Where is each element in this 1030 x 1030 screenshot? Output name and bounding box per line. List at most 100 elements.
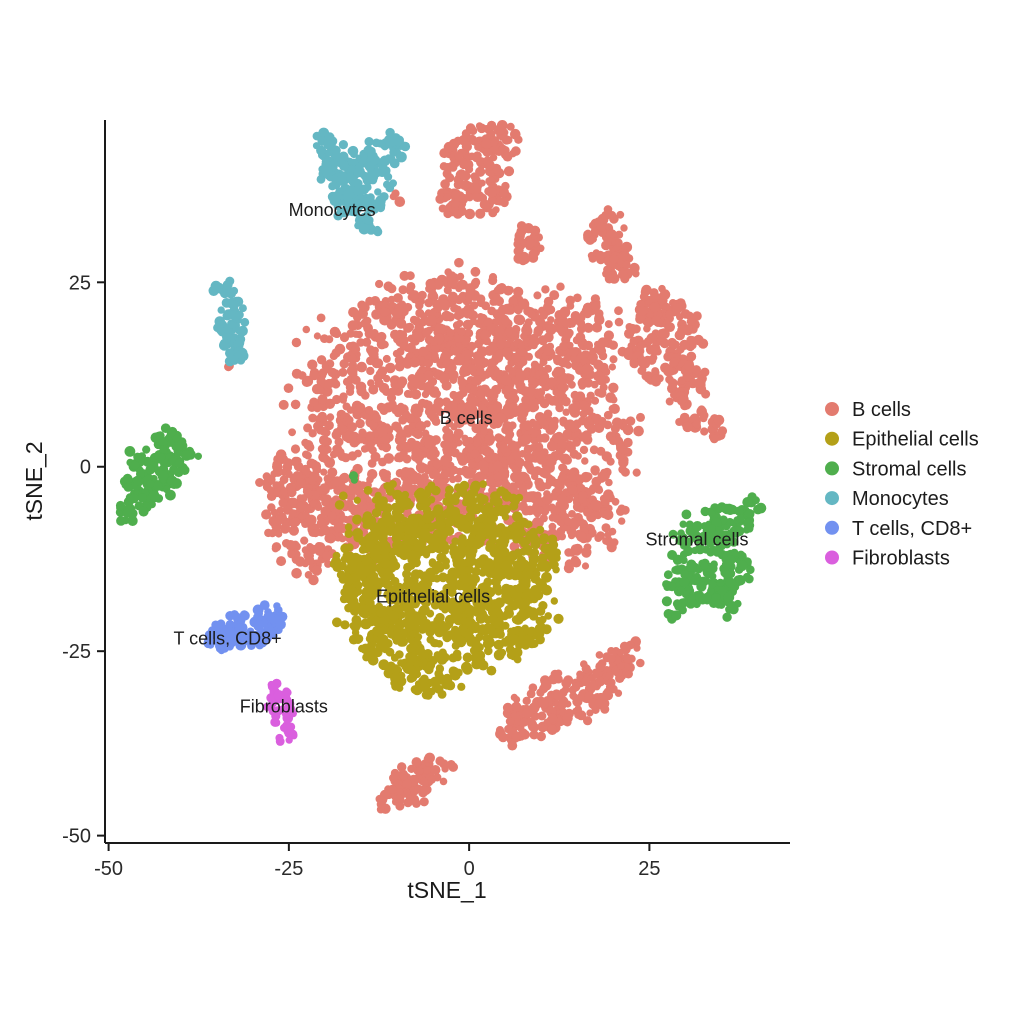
data-point — [552, 566, 560, 574]
data-point — [123, 483, 133, 492]
data-point — [383, 374, 391, 383]
data-point — [721, 503, 732, 515]
data-point — [417, 593, 426, 603]
data-point — [706, 537, 715, 547]
data-point — [457, 327, 467, 336]
data-point — [623, 654, 633, 664]
data-point — [381, 434, 390, 444]
data-point — [618, 517, 626, 525]
data-point — [450, 448, 460, 458]
data-point — [337, 174, 347, 184]
data-point — [583, 378, 593, 388]
data-point — [374, 378, 384, 388]
data-point — [725, 555, 736, 566]
data-point — [307, 359, 318, 370]
data-point — [262, 482, 272, 492]
data-point — [383, 180, 391, 189]
data-point — [681, 509, 692, 520]
data-point — [518, 298, 530, 310]
data-point — [490, 452, 499, 461]
data-point — [402, 542, 413, 554]
data-point — [330, 378, 339, 387]
data-point — [459, 170, 469, 181]
data-point — [468, 396, 480, 408]
data-point — [506, 122, 515, 131]
data-point — [524, 505, 535, 516]
data-point — [515, 641, 524, 650]
data-point — [556, 453, 565, 461]
data-point — [431, 639, 440, 648]
data-point — [678, 395, 687, 404]
data-point — [470, 504, 480, 515]
data-point — [591, 396, 600, 405]
data-point — [445, 173, 455, 183]
data-point — [542, 494, 553, 505]
data-point — [700, 561, 709, 570]
data-point — [605, 478, 613, 487]
data-point — [691, 546, 699, 555]
data-point — [528, 683, 538, 692]
data-point — [302, 450, 310, 459]
data-point — [369, 522, 381, 533]
data-point — [557, 383, 565, 391]
data-point — [344, 529, 354, 538]
data-point — [609, 254, 619, 264]
data-point — [290, 517, 301, 527]
data-point — [413, 331, 423, 341]
data-point — [389, 148, 397, 157]
data-point — [349, 558, 359, 568]
data-point — [669, 340, 680, 350]
data-point — [389, 179, 397, 188]
data-point — [363, 486, 373, 495]
data-point — [442, 673, 453, 685]
data-point — [393, 454, 402, 463]
data-point — [556, 493, 567, 505]
data-point — [649, 293, 660, 303]
data-point — [313, 404, 322, 413]
data-point — [676, 313, 684, 321]
data-point — [255, 478, 265, 487]
data-point — [423, 766, 431, 775]
data-point — [361, 555, 372, 566]
data-point — [556, 282, 565, 291]
data-point — [465, 289, 475, 299]
data-point — [605, 671, 614, 680]
data-point — [539, 398, 550, 409]
data-point — [449, 390, 457, 399]
data-point — [650, 345, 659, 355]
data-point — [462, 652, 473, 663]
data-point — [615, 230, 624, 239]
data-point — [482, 596, 493, 607]
data-point — [601, 451, 612, 462]
data-point — [451, 346, 462, 356]
data-point — [352, 514, 362, 525]
data-point — [383, 135, 394, 145]
data-point — [514, 314, 526, 326]
data-point — [303, 423, 313, 433]
data-point — [372, 168, 382, 178]
data-point — [513, 286, 524, 297]
data-point — [469, 317, 478, 326]
data-point — [395, 684, 404, 692]
data-point — [518, 253, 530, 265]
data-point — [536, 317, 546, 327]
data-point — [521, 624, 529, 632]
data-point — [468, 461, 476, 469]
data-point — [375, 279, 384, 289]
data-point — [485, 367, 495, 376]
data-point — [576, 531, 587, 543]
data-point — [451, 190, 460, 199]
data-point — [339, 359, 349, 369]
data-point — [529, 730, 539, 740]
data-point — [708, 524, 716, 533]
data-point — [576, 692, 585, 701]
data-point — [355, 418, 365, 429]
data-point — [574, 544, 582, 552]
data-point — [181, 450, 192, 461]
data-point — [515, 370, 526, 381]
data-point — [620, 505, 630, 515]
data-point — [356, 386, 367, 397]
data-point — [483, 527, 492, 536]
data-point — [420, 674, 429, 684]
data-point — [338, 491, 348, 501]
